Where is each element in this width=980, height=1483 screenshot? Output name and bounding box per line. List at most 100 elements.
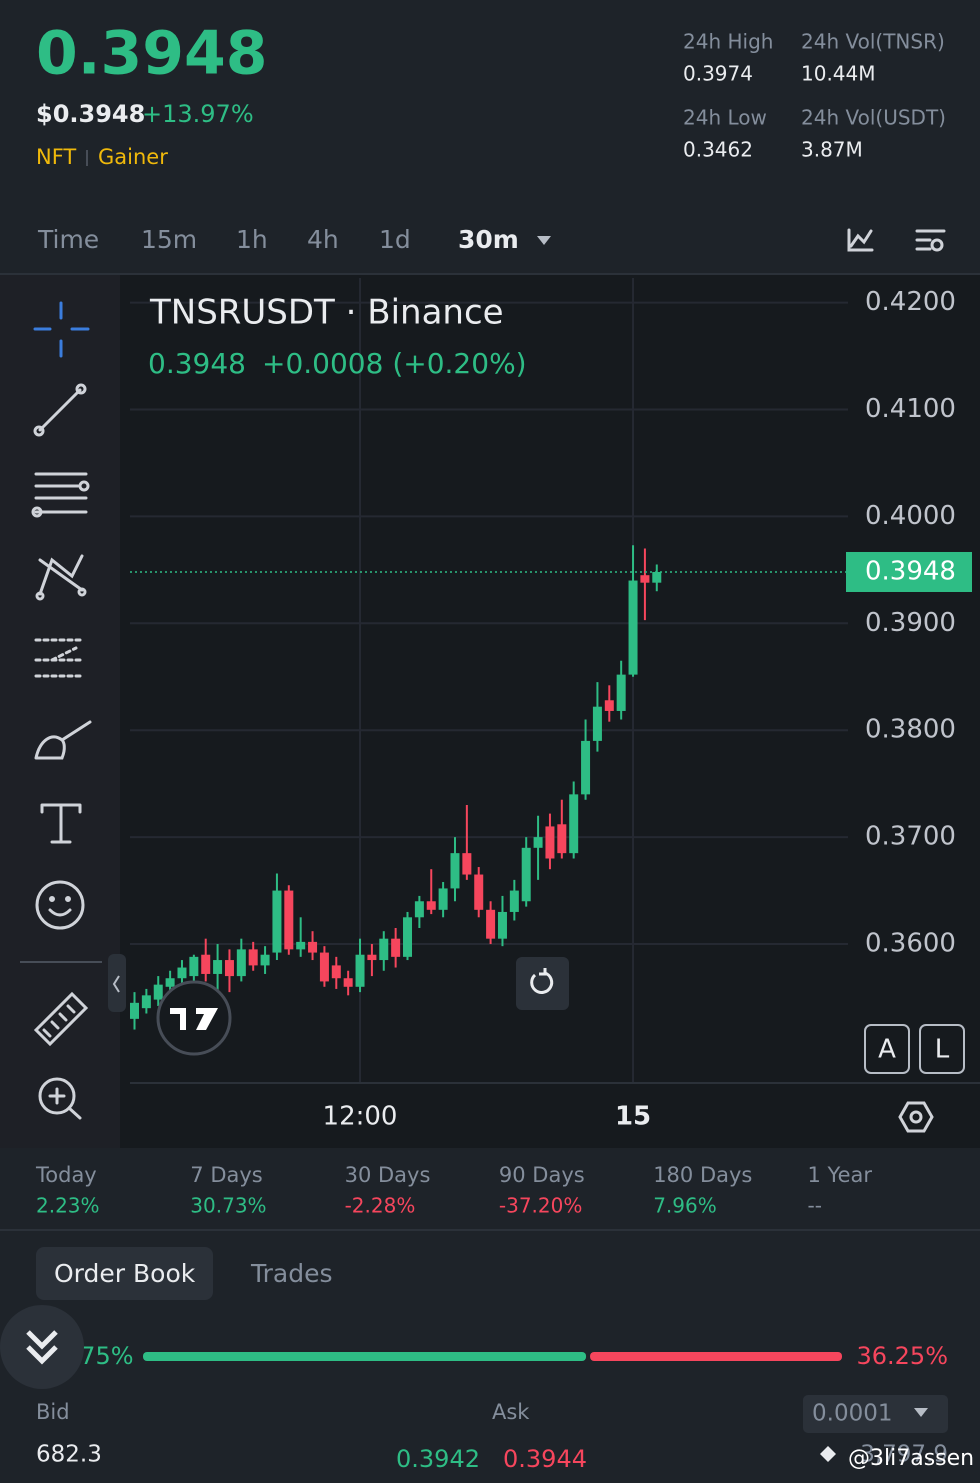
candle-body xyxy=(224,960,234,977)
interval-tab[interactable]: 4h xyxy=(307,225,339,254)
y-tick-label: 0.3900 xyxy=(865,608,956,638)
candle-body xyxy=(569,794,579,854)
legend-price: 0.3948 xyxy=(148,347,246,380)
legend-change: +0.0008 (+0.20%) xyxy=(262,347,527,380)
interval-tab[interactable]: 1h xyxy=(236,225,268,254)
chart-title: TNSRUSDT · Binance xyxy=(149,293,504,333)
period-value: 30.73% xyxy=(190,1194,266,1218)
ask-bar xyxy=(590,1352,842,1361)
candle-body xyxy=(545,826,555,859)
ask-ratio: 36.25% xyxy=(856,1342,948,1370)
candle-body xyxy=(652,571,662,583)
candle-body xyxy=(533,837,543,848)
collapse-toolbar[interactable] xyxy=(108,954,126,1012)
tab-background xyxy=(36,1247,213,1300)
interval-tab[interactable]: Time xyxy=(37,225,99,254)
interval-tab[interactable]: 1d xyxy=(379,225,411,254)
candle-body xyxy=(248,949,258,966)
stat-value: 10.44M xyxy=(801,62,876,86)
dropdown-icon[interactable] xyxy=(914,1408,928,1417)
stat-value: 0.3974 xyxy=(683,62,753,86)
last-price-label: 0.3948 xyxy=(865,556,956,586)
candle-body xyxy=(616,674,626,711)
plot: 0.4200 0.4100 0.4000 0.3900 0.3800 0.3700 0.36… xyxy=(130,278,980,1132)
chart-settings-icon xyxy=(909,1110,923,1124)
candle-body xyxy=(284,890,294,950)
candle-body xyxy=(189,956,199,977)
toolbar xyxy=(0,274,120,1148)
period-label: 1 Year xyxy=(808,1163,873,1187)
y-tick-label: 0.4100 xyxy=(865,394,956,424)
candle-body xyxy=(509,890,519,912)
tab[interactable]: Trades xyxy=(250,1259,332,1288)
candle-body xyxy=(201,954,211,974)
candle-body xyxy=(474,874,484,910)
reset-button[interactable] xyxy=(516,957,569,1010)
dropdown-icon[interactable] xyxy=(537,236,551,245)
period-label: 90 Days xyxy=(499,1163,585,1187)
chart-settings-icon[interactable] xyxy=(898,1101,934,1133)
x-tick-label: 12:00 xyxy=(323,1102,398,1132)
toolbar-icons[interactable] xyxy=(31,301,92,1120)
candle-body xyxy=(343,978,353,987)
tag[interactable]: NFT xyxy=(36,145,76,169)
candle-body xyxy=(296,941,306,950)
period-label: Today xyxy=(35,1163,97,1187)
stat-label: 24h Vol(USDT) xyxy=(801,106,946,130)
period-label: 30 Days xyxy=(345,1163,431,1187)
candle-body xyxy=(592,706,602,741)
last-price-badge xyxy=(846,551,972,592)
candle-body xyxy=(486,909,496,939)
candle-body xyxy=(272,890,282,953)
candle-body xyxy=(391,938,401,957)
collapse-icon[interactable] xyxy=(112,975,120,993)
candle-body xyxy=(462,853,472,875)
precision-select[interactable] xyxy=(803,1395,948,1433)
scale-button[interactable] xyxy=(864,1024,910,1074)
reset-icon xyxy=(530,968,554,994)
tab[interactable]: Order Book xyxy=(54,1259,196,1288)
interval-tab[interactable]: 30m xyxy=(458,225,519,254)
stat-value: 0.3462 xyxy=(683,138,753,162)
y-tick-label: 0.3800 xyxy=(865,715,956,745)
tradingview-mark xyxy=(170,1008,218,1030)
tradingview-logo[interactable] xyxy=(156,980,232,1056)
candle-body xyxy=(165,978,175,987)
candle-body xyxy=(130,1002,139,1019)
ask-price: 0.3944 xyxy=(503,1445,587,1473)
tag[interactable]: Gainer xyxy=(98,145,168,169)
candle-body xyxy=(153,984,163,1000)
candle-body xyxy=(260,954,270,966)
interval-tab[interactable]: 15m xyxy=(141,225,197,254)
period-value: -2.28% xyxy=(345,1194,416,1218)
candle-body xyxy=(640,575,650,583)
period-value: -- xyxy=(808,1194,822,1218)
stat-label: 24h High xyxy=(683,30,773,54)
scale-button-label[interactable]: L xyxy=(935,1035,950,1065)
period-value: -37.20% xyxy=(499,1194,582,1218)
candle-body xyxy=(403,917,413,957)
y-tick-label: 0.3600 xyxy=(865,929,956,959)
scale-button-label[interactable]: A xyxy=(878,1035,896,1065)
candle-body xyxy=(177,967,187,979)
performance: Today 2.23% 7 Days 30.73% 30 Days -2.28% 90 Da… xyxy=(35,1163,872,1218)
indicator-icon[interactable] xyxy=(847,228,874,252)
candle-body xyxy=(557,824,567,854)
scale-button[interactable] xyxy=(919,1024,965,1074)
candle-body xyxy=(426,901,436,910)
candle-body xyxy=(604,700,614,711)
settings-icon[interactable] xyxy=(915,229,946,252)
stat-label: 24h Vol(TNSR) xyxy=(801,30,945,54)
change: +13.97% xyxy=(142,100,254,128)
candle-body xyxy=(141,995,151,1009)
stat-value: 3.87M xyxy=(801,138,863,162)
candle-body xyxy=(355,954,365,987)
period-label: 7 Days xyxy=(190,1163,262,1187)
interval-tabs: Time 15m 1h 4h 1d 30m xyxy=(37,225,519,254)
y-tick-label: 0.4200 xyxy=(865,287,956,317)
candle-body xyxy=(414,901,424,918)
precision[interactable]: 0.0001 xyxy=(812,1401,892,1427)
candle-body xyxy=(497,911,507,939)
bid-label: Bid xyxy=(36,1400,70,1424)
